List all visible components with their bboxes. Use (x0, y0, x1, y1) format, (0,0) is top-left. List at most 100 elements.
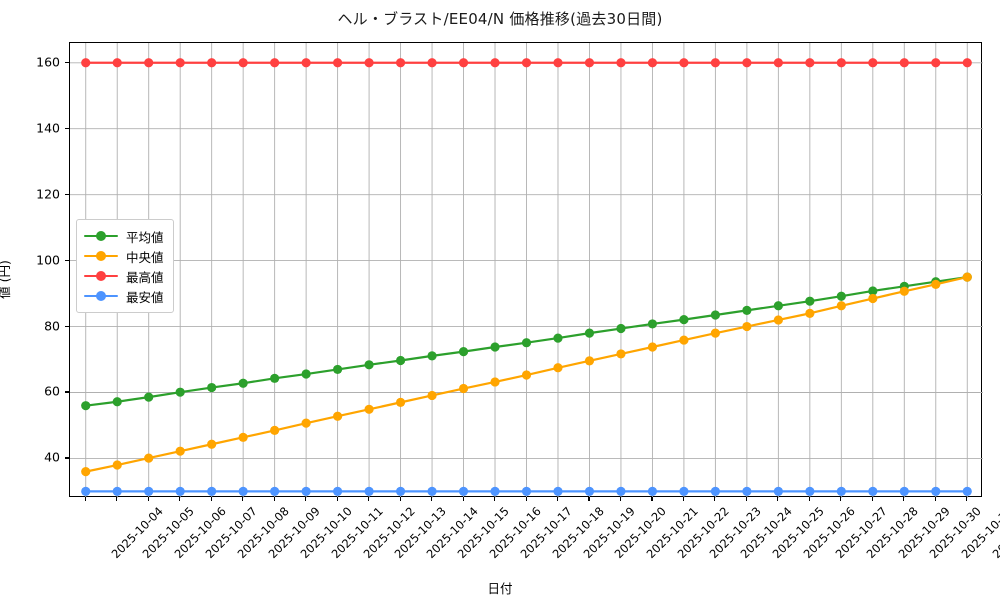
data-point-marker (647, 319, 658, 329)
x-axis-tick-label: 2025-11-01 (989, 504, 1000, 562)
data-point-marker (868, 58, 878, 68)
x-axis-tick-label: 2025-10-20 (612, 504, 670, 562)
y-axis-tick-label: 140 (36, 120, 60, 136)
chart-title: ヘル・ブラスト/EE04/N 価格推移(過去30日間) (337, 10, 663, 28)
data-point-marker (490, 486, 500, 497)
x-axis-tick-label: 2025-10-12 (360, 504, 418, 562)
x-axis-tick-label: 2025-10-25 (769, 504, 827, 562)
x-axis-tick-label: 2025-10-21 (643, 504, 701, 562)
x-axis-label: 日付 (487, 581, 513, 596)
legend-label: 平均値 (126, 229, 164, 245)
data-point-marker (553, 486, 563, 497)
data-point-marker (175, 446, 185, 456)
data-point-marker (962, 272, 972, 282)
x-axis-tick-label: 2025-10-14 (423, 504, 481, 562)
data-point-marker (81, 486, 91, 497)
data-point-marker (112, 486, 122, 497)
data-point-marker (81, 467, 91, 477)
legend-marker-icon (84, 229, 118, 243)
data-point-marker (81, 58, 91, 68)
data-point-marker (364, 58, 374, 68)
data-point-marker (301, 486, 311, 497)
x-axis-tick-label: 2025-10-05 (139, 504, 197, 562)
legend-label: 最安値 (126, 289, 164, 305)
data-point-marker (899, 58, 909, 68)
x-axis-tick-label: 2025-10-30 (926, 504, 985, 562)
x-axis-tick-label: 2025-10-27 (832, 504, 890, 562)
data-point-marker (868, 293, 878, 304)
data-point-marker (710, 486, 720, 497)
data-point-marker (144, 392, 154, 402)
data-point-marker (427, 351, 437, 361)
data-point-marker (301, 369, 311, 379)
data-point-marker (301, 418, 311, 428)
data-point-marker (773, 301, 783, 311)
data-point-marker (175, 486, 185, 497)
data-point-marker (490, 58, 500, 68)
data-point-marker (584, 58, 595, 68)
chart-legend: 平均値 中央値最高値最安値 (76, 219, 174, 313)
data-point-marker (333, 411, 343, 421)
data-point-marker (679, 335, 689, 345)
data-point-marker (270, 425, 280, 436)
data-point-marker (458, 383, 469, 394)
data-point-marker (616, 323, 626, 334)
data-point-marker (899, 286, 909, 296)
x-axis-tick-label: 2025-10-06 (171, 504, 229, 562)
data-point-marker (144, 58, 154, 68)
data-point-marker (395, 58, 406, 68)
data-point-marker (238, 486, 248, 497)
data-point-marker (836, 58, 846, 68)
data-point-marker (458, 486, 469, 497)
data-point-marker (427, 58, 437, 68)
x-axis-tick-label: 2025-10-26 (800, 504, 859, 562)
data-point-marker (742, 486, 752, 497)
y-axis-tick-label: 60 (44, 383, 60, 399)
data-point-marker (207, 58, 217, 68)
x-axis-tick-label: 2025-10-08 (234, 504, 292, 562)
data-point-marker (207, 439, 217, 449)
data-point-marker (458, 58, 469, 68)
data-point-marker (333, 58, 343, 68)
x-axis-tick-label: 2025-10-15 (454, 504, 512, 562)
data-point-marker (521, 338, 532, 348)
legend-item-1[interactable]: 中央値 (84, 246, 164, 266)
data-point-marker (175, 58, 185, 68)
legend-item-3[interactable]: 最安値 (84, 286, 164, 306)
data-point-marker (584, 328, 595, 338)
data-point-marker (364, 360, 374, 370)
x-axis-tick-label: 2025-10-04 (108, 504, 166, 562)
data-point-marker (962, 58, 972, 68)
data-point-marker (521, 486, 532, 497)
data-point-marker (207, 486, 217, 497)
legend-item-2[interactable]: 最高値 (84, 266, 164, 286)
data-point-marker (679, 315, 689, 325)
data-point-marker (836, 301, 846, 311)
data-point-marker (616, 58, 626, 68)
data-point-marker (521, 370, 532, 380)
data-point-marker (647, 486, 658, 497)
x-axis-tick-label: 2025-10-17 (517, 504, 575, 562)
y-axis-tick-label: 80 (44, 318, 60, 334)
series-lines (81, 58, 972, 497)
data-point-marker (490, 377, 500, 387)
x-axis-tick-label: 2025-10-13 (391, 504, 449, 562)
data-point-marker (868, 286, 878, 296)
data-point-marker (805, 296, 815, 306)
data-point-marker (395, 486, 406, 497)
legend-item-0[interactable]: 平均値 (84, 226, 164, 246)
data-point-marker (679, 486, 689, 497)
x-axis-tick-label: 2025-10-22 (674, 504, 733, 562)
data-point-marker (521, 58, 532, 68)
x-axis-tick-label: 2025-10-07 (202, 504, 260, 562)
y-axis-tick-label: 100 (36, 252, 60, 268)
data-point-marker (647, 58, 658, 68)
data-point-marker (112, 58, 122, 68)
data-point-marker (710, 310, 720, 320)
data-point-marker (144, 486, 154, 497)
plot-canvas (70, 43, 983, 498)
data-point-marker (490, 342, 500, 352)
data-point-marker (710, 58, 720, 68)
legend-label: 最高値 (126, 269, 164, 285)
data-point-marker (458, 347, 469, 357)
